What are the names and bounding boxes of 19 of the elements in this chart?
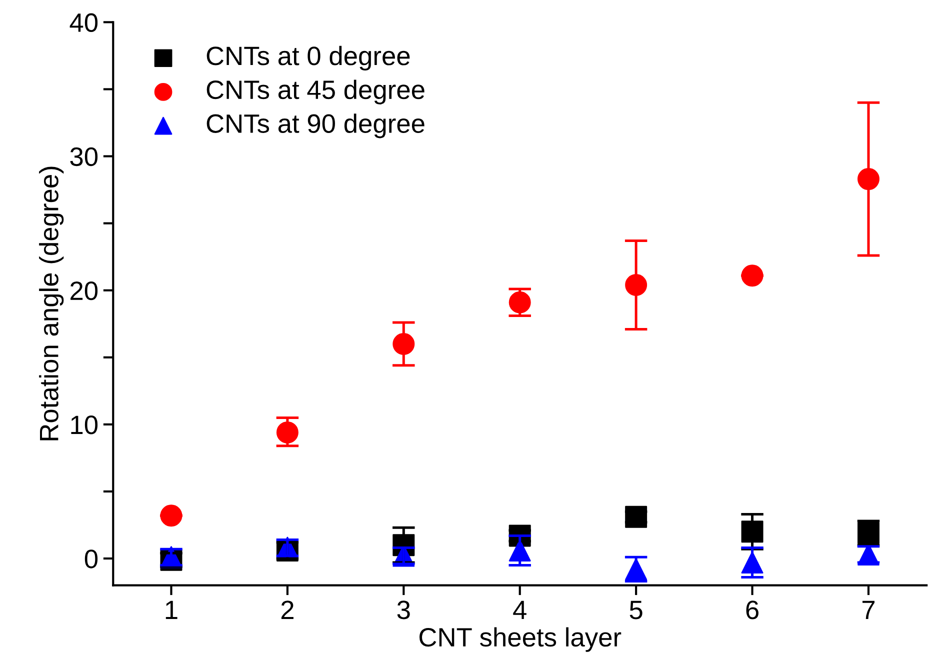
x-tick-label: 1 (166, 600, 178, 620)
y-axis-title: Rotation angle (degree) (39, 166, 64, 440)
y-tick-label: 0 (84, 550, 98, 568)
legend-label: CNTs at 90 degree (206, 114, 424, 138)
legend-label: CNTs at 45 degree (206, 80, 424, 104)
y-tick-label: 30 (70, 147, 98, 166)
x-tick-label: 7 (862, 600, 874, 620)
x-tick-label: 3 (397, 600, 410, 620)
x-tick-label: 4 (513, 600, 526, 620)
y-tick-label: 20 (70, 281, 98, 300)
y-tick-label: 10 (71, 416, 98, 434)
legend-label: CNTs at 0 degree (206, 46, 410, 71)
point (741, 264, 764, 287)
y-tick-label: 40 (70, 13, 98, 32)
x-axis-title: CNT sheets layer (420, 627, 622, 652)
point (160, 504, 182, 527)
x-tick-label: 6 (746, 600, 758, 620)
x-tick-label: 2 (281, 600, 294, 620)
x-tick-label: 5 (630, 600, 642, 620)
